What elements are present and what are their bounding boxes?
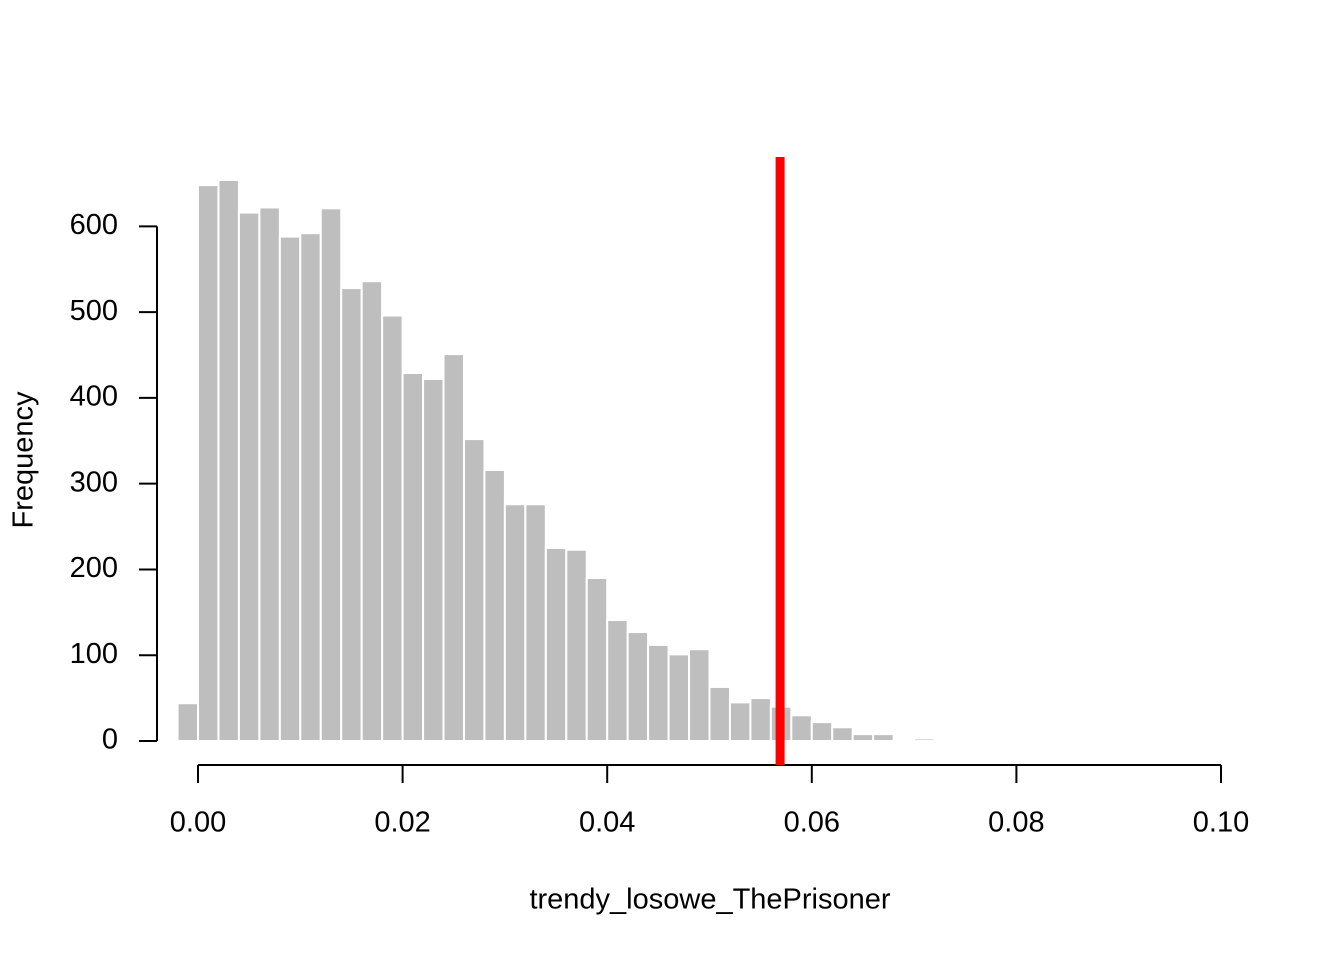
bar (626, 631, 650, 742)
bar (708, 685, 731, 743)
y-tick-label: 200 (70, 552, 118, 584)
bar (810, 721, 834, 742)
x-tick-label: 0.06 (784, 807, 840, 839)
x-tick-label: 0.08 (988, 807, 1044, 839)
bar (381, 314, 404, 742)
bar (728, 701, 752, 743)
bar (217, 179, 240, 742)
bar (667, 653, 691, 742)
bar (872, 733, 895, 743)
bar (585, 577, 609, 743)
bar (401, 372, 425, 742)
x-tick-label: 0.04 (579, 807, 635, 839)
y-tick-label: 300 (70, 466, 118, 498)
x-tick-label: 0.02 (374, 807, 430, 839)
bar (688, 648, 711, 742)
bar (544, 546, 568, 743)
bar (278, 235, 302, 742)
y-tick-label: 0 (102, 724, 118, 756)
bar (749, 697, 772, 743)
y-axis-title: Frequency (8, 391, 40, 529)
bar (606, 619, 629, 743)
bar (299, 232, 322, 743)
bar (913, 737, 936, 743)
bar (954, 739, 977, 743)
x-tick-label: 0.00 (170, 807, 226, 839)
bar (340, 287, 363, 742)
x-tick-label: 0.10 (1193, 807, 1249, 839)
bar (422, 378, 445, 742)
bar (483, 468, 506, 742)
bar (176, 702, 199, 743)
bar (360, 280, 384, 742)
bar (258, 206, 281, 743)
y-tick-label: 600 (70, 209, 118, 241)
bar (442, 353, 465, 742)
bar (851, 733, 875, 743)
bar (565, 548, 588, 742)
bar (524, 503, 547, 742)
y-tick-label: 100 (70, 638, 118, 670)
bar (647, 643, 670, 743)
bar (790, 714, 813, 742)
bar (237, 211, 261, 743)
bar (831, 726, 854, 742)
bar (462, 438, 486, 742)
bar (319, 207, 343, 743)
bar (503, 503, 527, 742)
y-tick-label: 500 (70, 295, 118, 327)
bar (197, 184, 220, 742)
y-tick-label: 400 (70, 381, 118, 413)
x-axis-title: trendy_losowe_ThePrisoner (529, 884, 890, 916)
